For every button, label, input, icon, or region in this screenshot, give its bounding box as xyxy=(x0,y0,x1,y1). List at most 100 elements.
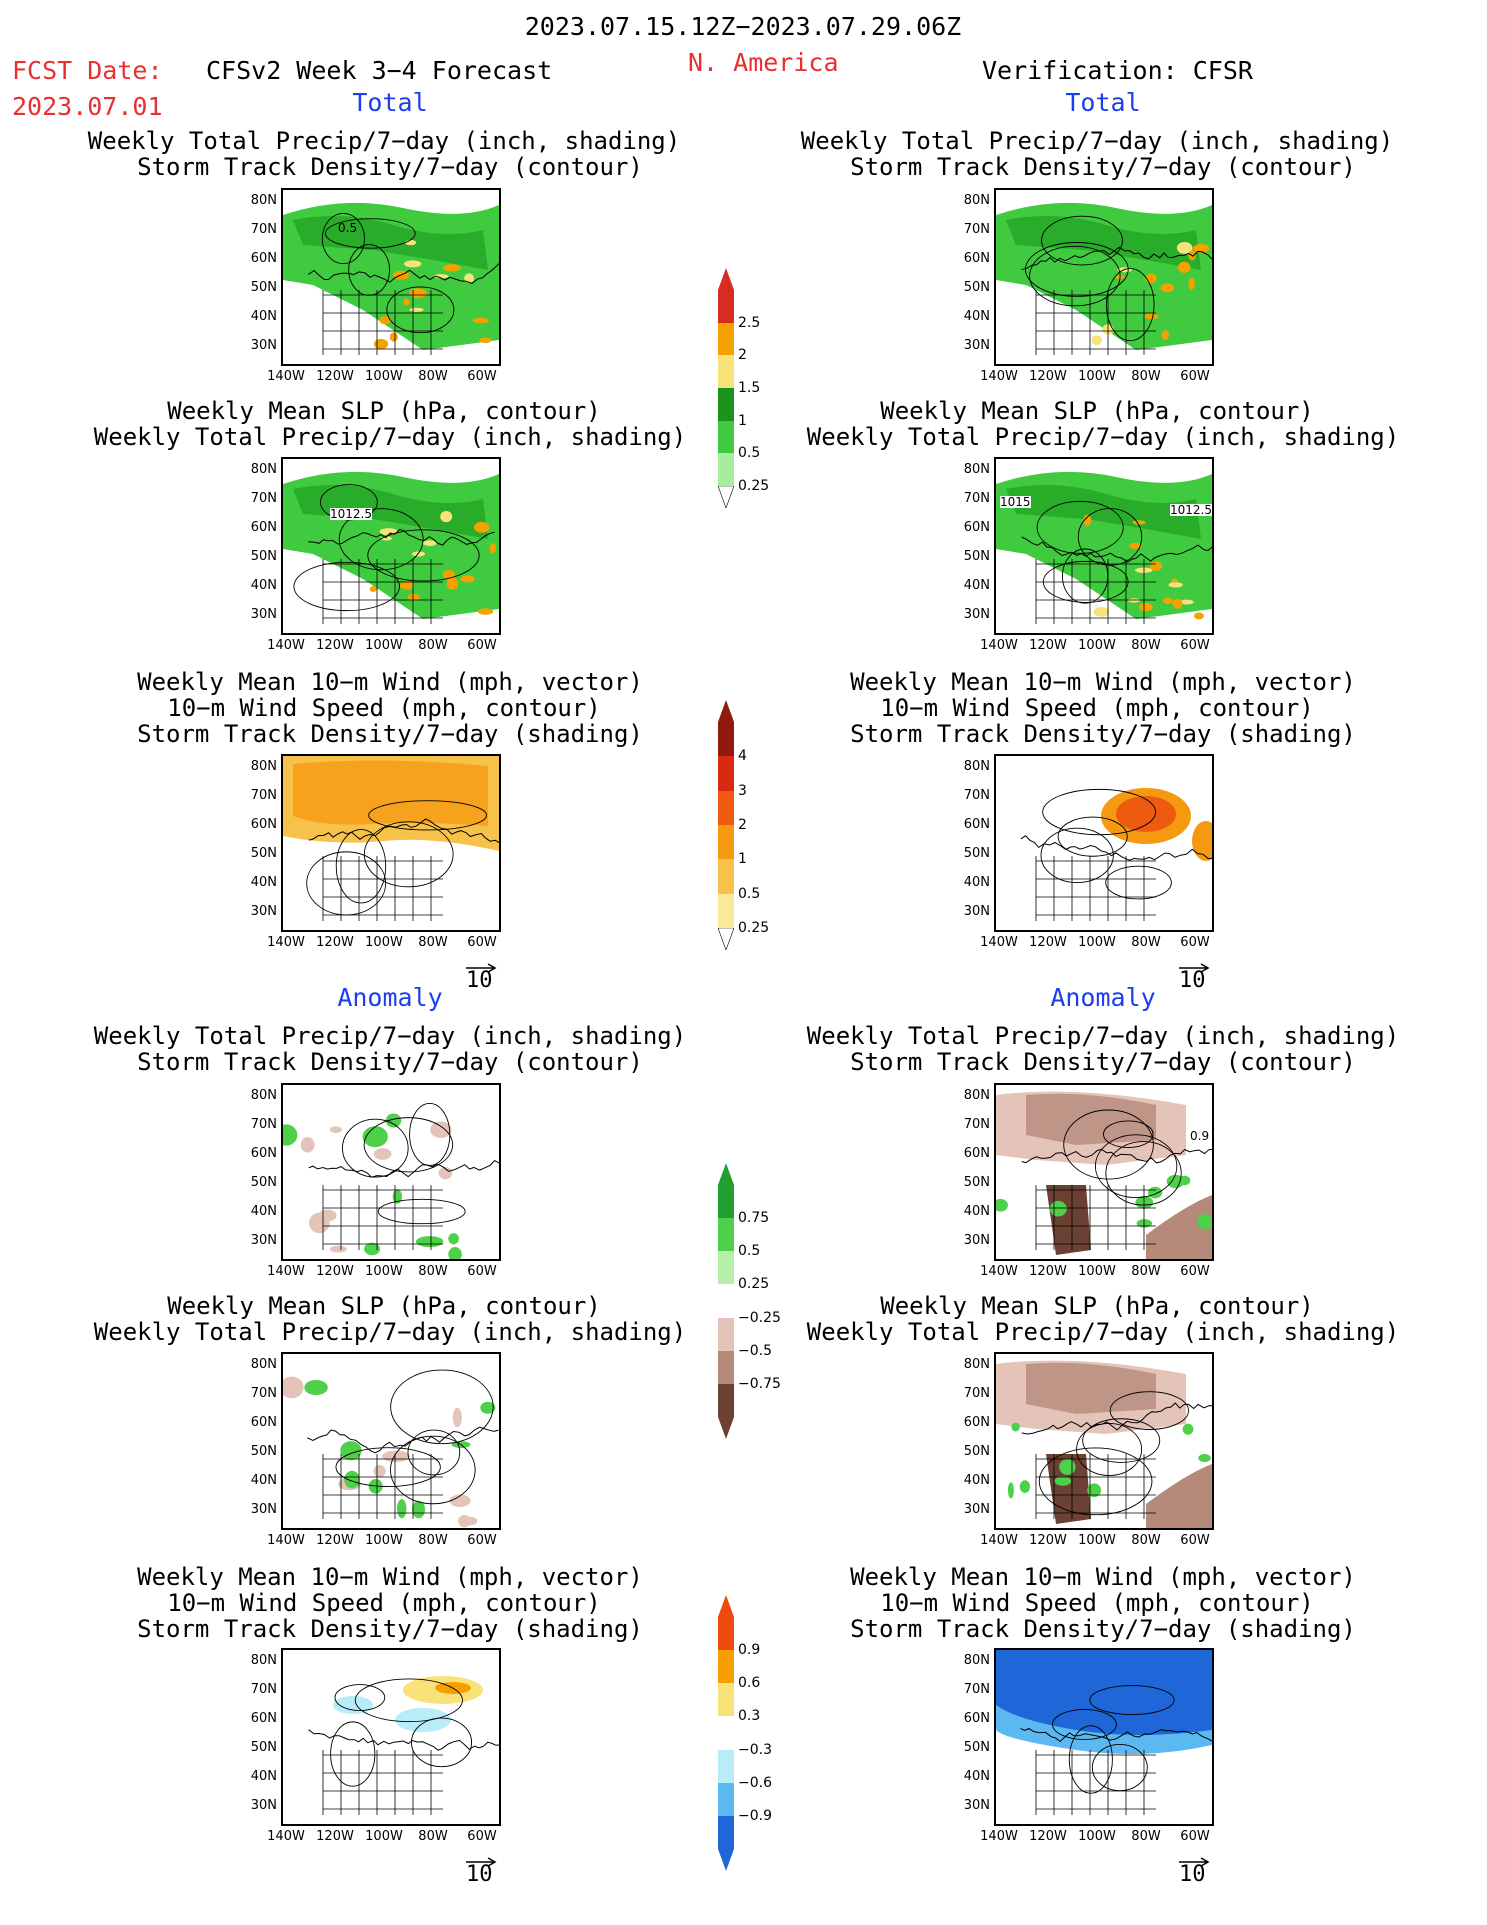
map-panel-r5-l xyxy=(281,1352,501,1530)
title-r3-r-2: 10−m Wind Speed (mph, contour) xyxy=(880,694,1314,722)
map-panel-r5-r xyxy=(994,1352,1214,1530)
lon-label: 140W xyxy=(980,369,1018,384)
lon-label: 140W xyxy=(980,1533,1018,1548)
lon-label: 100W xyxy=(1078,1829,1116,1844)
lat-label: 60N xyxy=(963,1415,990,1430)
title-r4-l-2: Storm Track Density/7−day (contour) xyxy=(137,1048,643,1076)
lon-label: 140W xyxy=(267,935,305,950)
colorbar-bottom-triangle xyxy=(718,1417,734,1439)
lon-label: 60W xyxy=(467,1533,497,1548)
model-title: CFSv2 Week 3−4 Forecast xyxy=(206,56,553,85)
lat-label: 60N xyxy=(250,251,277,266)
lat-label: 30N xyxy=(250,338,277,353)
colorbar-label: −0.5 xyxy=(738,1342,772,1359)
lon-label: 60W xyxy=(467,1264,497,1279)
lon-label: 80W xyxy=(1131,369,1161,384)
lat-label: 40N xyxy=(963,309,990,324)
colorbar-label: 3 xyxy=(738,782,747,799)
arrow-right-icon xyxy=(1179,1857,1210,1867)
colorbar-storm-anom: 0.9 0.6 0.3 −0.3 −0.6 −0.9 xyxy=(718,1595,772,1871)
fcst-date-value: 2023.07.01 xyxy=(12,92,163,121)
lon-label: 60W xyxy=(1180,935,1210,950)
lat-label: 80N xyxy=(250,759,277,774)
lon-label: 60W xyxy=(1180,1264,1210,1279)
map-panel-r1-l xyxy=(281,188,501,366)
colorbar-segment xyxy=(718,722,734,757)
lon-label: 60W xyxy=(467,1829,497,1844)
map-panel-r6-l xyxy=(281,1648,501,1826)
lat-label: 30N xyxy=(250,1502,277,1517)
map-plot xyxy=(996,1650,1212,1824)
lat-label: 80N xyxy=(963,1088,990,1103)
title-r2-l-2: Weekly Total Precip/7−day (inch, shading… xyxy=(93,423,687,451)
lat-label: 30N xyxy=(250,1798,277,1813)
title-r4-r-1: Weekly Total Precip/7−day (inch, shading… xyxy=(806,1022,1400,1050)
colorbar-label: −0.75 xyxy=(738,1375,781,1392)
lat-label: 60N xyxy=(250,817,277,832)
colorbar-bottom-triangle xyxy=(718,928,734,950)
lat-label: 80N xyxy=(250,462,277,477)
map-plot xyxy=(996,1354,1212,1528)
lon-label: 60W xyxy=(467,935,497,950)
colorbar-segment xyxy=(718,420,734,454)
colorbar-bottom-triangle xyxy=(718,1849,734,1871)
lon-label: 120W xyxy=(316,1533,354,1548)
title-r2-r-1: Weekly Mean SLP (hPa, contour) xyxy=(880,397,1314,425)
map-plot xyxy=(283,1354,499,1528)
lat-label: 30N xyxy=(963,338,990,353)
contour-label-slp-fcst: 1012.5 xyxy=(330,507,372,521)
colorbar-segment xyxy=(718,1383,734,1417)
map-panel-r1-r xyxy=(994,188,1214,366)
lat-label: 70N xyxy=(963,1386,990,1401)
map-plot xyxy=(996,459,1212,633)
colorbar-label: 0.6 xyxy=(738,1675,761,1692)
lon-label: 60W xyxy=(467,369,497,384)
map-panel-r4-r xyxy=(994,1083,1214,1261)
colorbar-label: 2.5 xyxy=(738,314,761,331)
map-panel-r2-r xyxy=(994,457,1214,635)
lon-label: 80W xyxy=(1131,1264,1161,1279)
vector-ref-r3-r xyxy=(1179,958,1211,977)
map-plot xyxy=(996,1085,1212,1259)
lat-label: 50N xyxy=(963,280,990,295)
lon-label: 140W xyxy=(267,1829,305,1844)
lon-label: 140W xyxy=(980,638,1018,653)
lat-label: 50N xyxy=(963,1740,990,1755)
lon-label: 120W xyxy=(316,369,354,384)
lat-label: 50N xyxy=(250,280,277,295)
lat-label: 70N xyxy=(250,1682,277,1697)
colorbar-segment xyxy=(718,1317,734,1351)
colorbar-label: 0.3 xyxy=(738,1708,761,1725)
arrow-right-icon xyxy=(466,963,497,973)
vector-ref-value-r3-l: 10 xyxy=(466,968,493,993)
lat-label: 60N xyxy=(963,251,990,266)
lat-label: 50N xyxy=(963,549,990,564)
title-r3-r-3: Storm Track Density/7−day (shading) xyxy=(850,720,1356,748)
lat-label: 30N xyxy=(963,1502,990,1517)
lat-label: 40N xyxy=(250,1473,277,1488)
map-panel-r2-l xyxy=(281,457,501,635)
lat-label: 50N xyxy=(250,846,277,861)
colorbar-precip-total: 2.5 2 1.5 1 0.5 0.25 xyxy=(718,268,769,508)
lat-label: 70N xyxy=(250,491,277,506)
lat-label: 30N xyxy=(250,1233,277,1248)
colorbar-segment xyxy=(718,1350,734,1384)
lon-label: 140W xyxy=(267,1264,305,1279)
lat-label: 30N xyxy=(963,904,990,919)
map-panel-r3-l xyxy=(281,754,501,932)
colorbar-label: −0.6 xyxy=(738,1774,772,1791)
title-r6-r-3: Storm Track Density/7−day (shading) xyxy=(850,1615,1356,1643)
title-r5-r-1: Weekly Mean SLP (hPa, contour) xyxy=(880,1292,1314,1320)
lon-label: 100W xyxy=(365,1829,403,1844)
section-total-right: Total xyxy=(1065,88,1141,117)
colorbar-label: 2 xyxy=(738,817,747,833)
map-panel-r4-l xyxy=(281,1083,501,1261)
colorbar-top-triangle xyxy=(718,1595,734,1617)
lat-label: 40N xyxy=(250,309,277,324)
lon-label: 80W xyxy=(418,1829,448,1844)
lat-label: 80N xyxy=(250,1653,277,1668)
lon-label: 100W xyxy=(1078,1264,1116,1279)
title-r2-l-1: Weekly Mean SLP (hPa, contour) xyxy=(167,397,601,425)
map-plot xyxy=(996,190,1212,364)
map-plot xyxy=(996,756,1212,930)
